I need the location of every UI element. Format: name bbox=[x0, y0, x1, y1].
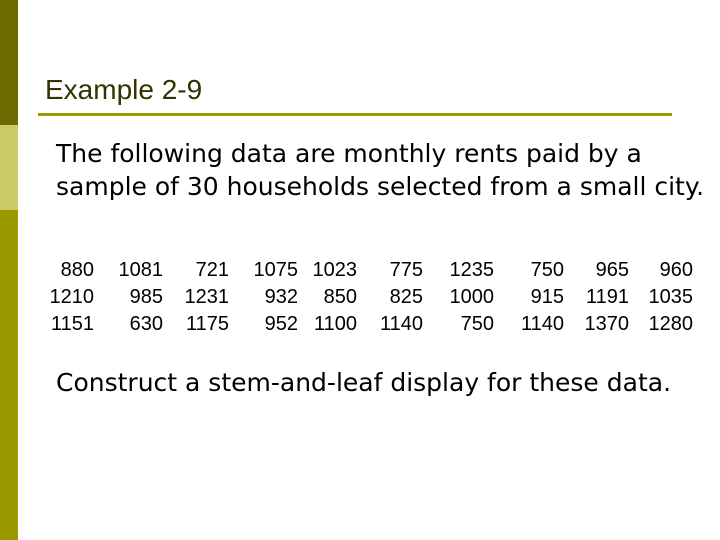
rent-value: 985 bbox=[129, 286, 163, 308]
slide-title: Example 2-9 bbox=[45, 74, 203, 105]
rent-value: 1035 bbox=[648, 286, 694, 308]
rent-value: 825 bbox=[389, 286, 423, 308]
rent-value: 1231 bbox=[184, 286, 230, 308]
rent-value: 850 bbox=[323, 286, 357, 308]
rent-value: 965 bbox=[595, 259, 629, 281]
intro-paragraph: The following data are monthly rents pai… bbox=[56, 139, 705, 201]
rent-row: 880 1081 721 1075 1023 775 1235 750 965 960 bbox=[18, 259, 698, 286]
rent-value: 630 bbox=[129, 313, 163, 335]
rent-value: 775 bbox=[389, 259, 423, 281]
rent-value: 1075 bbox=[253, 259, 299, 281]
rent-value: 1235 bbox=[449, 259, 495, 281]
rent-value: 1000 bbox=[449, 286, 495, 308]
rent-value: 1100 bbox=[313, 313, 357, 335]
rent-value: 1280 bbox=[648, 313, 694, 335]
rent-value: 1210 bbox=[49, 286, 95, 308]
rent-value: 1175 bbox=[185, 313, 229, 335]
rent-value: 750 bbox=[530, 259, 564, 281]
sidebar-dark-segment bbox=[0, 0, 18, 125]
rent-value: 952 bbox=[264, 313, 298, 335]
sidebar-olive-segment bbox=[0, 210, 18, 540]
rent-value: 1191 bbox=[585, 286, 629, 308]
title-underline bbox=[38, 113, 672, 116]
decorative-sidebar bbox=[0, 0, 18, 540]
sidebar-light-segment bbox=[0, 125, 18, 210]
rent-row: 1210 985 1231 932 850 825 1000 915 1191 1035 bbox=[18, 286, 698, 313]
rent-row: 1151 630 1175 952 1100 1140 750 1140 1370 1280 bbox=[18, 313, 698, 340]
rent-value: 960 bbox=[659, 259, 693, 281]
rent-value: 915 bbox=[530, 286, 564, 308]
rent-value: 1140 bbox=[379, 313, 423, 335]
rent-value: 880 bbox=[60, 259, 94, 281]
rent-value: 932 bbox=[264, 286, 298, 308]
rent-value: 1370 bbox=[584, 313, 630, 335]
rent-value: 1023 bbox=[312, 259, 358, 281]
rent-value: 1081 bbox=[118, 259, 164, 281]
rent-value: 1140 bbox=[520, 313, 564, 335]
rent-value: 1151 bbox=[50, 313, 94, 335]
rent-data-table: 880 1081 721 1075 1023 775 1235 750 965 960 1210 98… bbox=[18, 259, 698, 340]
task-paragraph: Construct a stem-and-leaf display for th… bbox=[56, 368, 672, 397]
rent-value: 721 bbox=[195, 259, 229, 281]
rent-value: 750 bbox=[460, 313, 494, 335]
